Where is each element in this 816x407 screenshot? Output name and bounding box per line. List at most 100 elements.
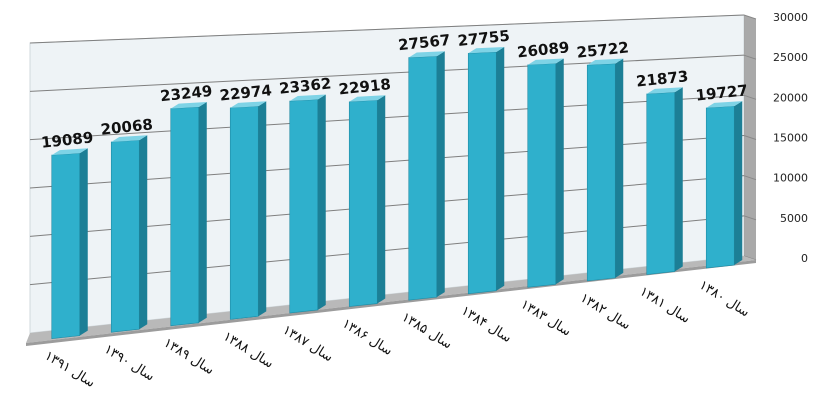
gridline-side [743, 94, 757, 100]
y-tick-label: 25000 [773, 51, 808, 64]
chart-floor [26, 256, 756, 346]
gridline [29, 175, 745, 237]
bar-front [705, 105, 735, 269]
bar-side [496, 47, 505, 291]
bar-front [348, 99, 378, 307]
x-tick-label: سال ۱۳۹۰ [101, 342, 157, 385]
bar [170, 102, 207, 327]
bar-side [734, 101, 743, 266]
bar-front [51, 152, 81, 339]
gridline-side [743, 54, 757, 60]
bar-top [289, 94, 326, 102]
bar-top [230, 101, 267, 108]
value-label: 23362 [278, 74, 332, 97]
value-label: 19089 [40, 128, 94, 151]
gridline-side [743, 215, 757, 221]
bar-front [289, 99, 319, 314]
gridline [29, 54, 745, 92]
bar-side [555, 58, 564, 285]
floor-plane [26, 256, 756, 343]
gridline [29, 94, 745, 141]
bar-top [646, 87, 683, 94]
bar [289, 94, 326, 314]
y-tick-label: 0 [801, 252, 808, 265]
x-tick-label: سال ۱۳۸۱ [637, 284, 693, 327]
bar [229, 101, 267, 320]
value-label: 19727 [695, 81, 749, 104]
gridline [29, 135, 745, 189]
y-tick-label: 20000 [773, 91, 808, 104]
bar [408, 51, 445, 301]
bar [527, 58, 564, 288]
value-label: 27755 [457, 27, 511, 50]
bar [467, 47, 505, 295]
bar-side [317, 94, 326, 310]
value-label: 23249 [159, 82, 213, 105]
x-tick-label: سال ۱۳۸۷ [280, 323, 336, 366]
bar-side [198, 102, 207, 323]
bar-front [586, 63, 616, 282]
bar-front [110, 139, 140, 333]
gridline-side [743, 135, 757, 140]
bar [110, 135, 148, 333]
bar-side [258, 101, 267, 317]
gridline [29, 14, 745, 44]
x-tick-label: سال ۱۳۸۰ [696, 278, 752, 321]
value-label: 21873 [635, 67, 689, 90]
bar-top [349, 95, 386, 102]
bar-top [111, 135, 148, 142]
x-tick-label: سال ۱۳۸۵ [399, 310, 455, 353]
bar-top [51, 148, 88, 156]
bar-top [587, 58, 624, 66]
x-tick-label: سال ۱۳۹۱ [42, 348, 98, 391]
bar-top [527, 58, 564, 65]
y-tick-label: 10000 [773, 172, 808, 185]
gridlines [29, 14, 757, 286]
y-tick-label: 30000 [773, 11, 808, 24]
bar [586, 58, 624, 282]
value-label: 26089 [516, 38, 570, 61]
x-tick-label: سال ۱۳۸۹ [161, 336, 217, 379]
x-tick-label: سال ۱۳۸۳ [518, 297, 574, 340]
floor-edge [26, 260, 756, 346]
bar [348, 95, 386, 307]
bar-front [646, 91, 676, 275]
bar-side [436, 51, 445, 298]
bar-front [408, 55, 438, 301]
bar-top [170, 102, 207, 109]
value-label: 27567 [397, 31, 451, 54]
gridline [29, 215, 745, 286]
bar-side [139, 135, 148, 330]
y-tick-label: 5000 [780, 212, 808, 225]
bar-top [706, 101, 743, 108]
y-tick-label: 15000 [773, 132, 808, 145]
value-label: 22918 [338, 75, 392, 98]
y-axis-ticks: 0 5000 10000 15000 20000 25000 30000 [773, 11, 808, 265]
bar-side [615, 58, 624, 278]
gridline-side [743, 175, 757, 181]
bar-front [229, 105, 259, 320]
x-tick-label: سال ۱۳۸۴ [458, 303, 514, 346]
bar [646, 87, 683, 275]
gridline-side [743, 14, 757, 20]
bar-side [674, 87, 683, 272]
bar [705, 101, 743, 269]
x-tick-label: سال ۱۳۸۶ [339, 316, 395, 359]
bar-front [467, 51, 497, 295]
bar-top [408, 51, 445, 58]
bar [51, 148, 88, 339]
bars [51, 47, 743, 339]
bar-side [79, 148, 88, 336]
bar-front [170, 106, 200, 327]
value-label: 25722 [576, 38, 630, 61]
bar-top [468, 47, 505, 54]
x-tick-label: سال ۱۳۸۸ [220, 329, 276, 372]
value-label: 22974 [219, 81, 273, 104]
bar-side [377, 95, 386, 304]
value-label: 20068 [100, 115, 154, 138]
bar-front [527, 63, 557, 288]
x-tick-label: سال ۱۳۸۲ [577, 291, 633, 334]
